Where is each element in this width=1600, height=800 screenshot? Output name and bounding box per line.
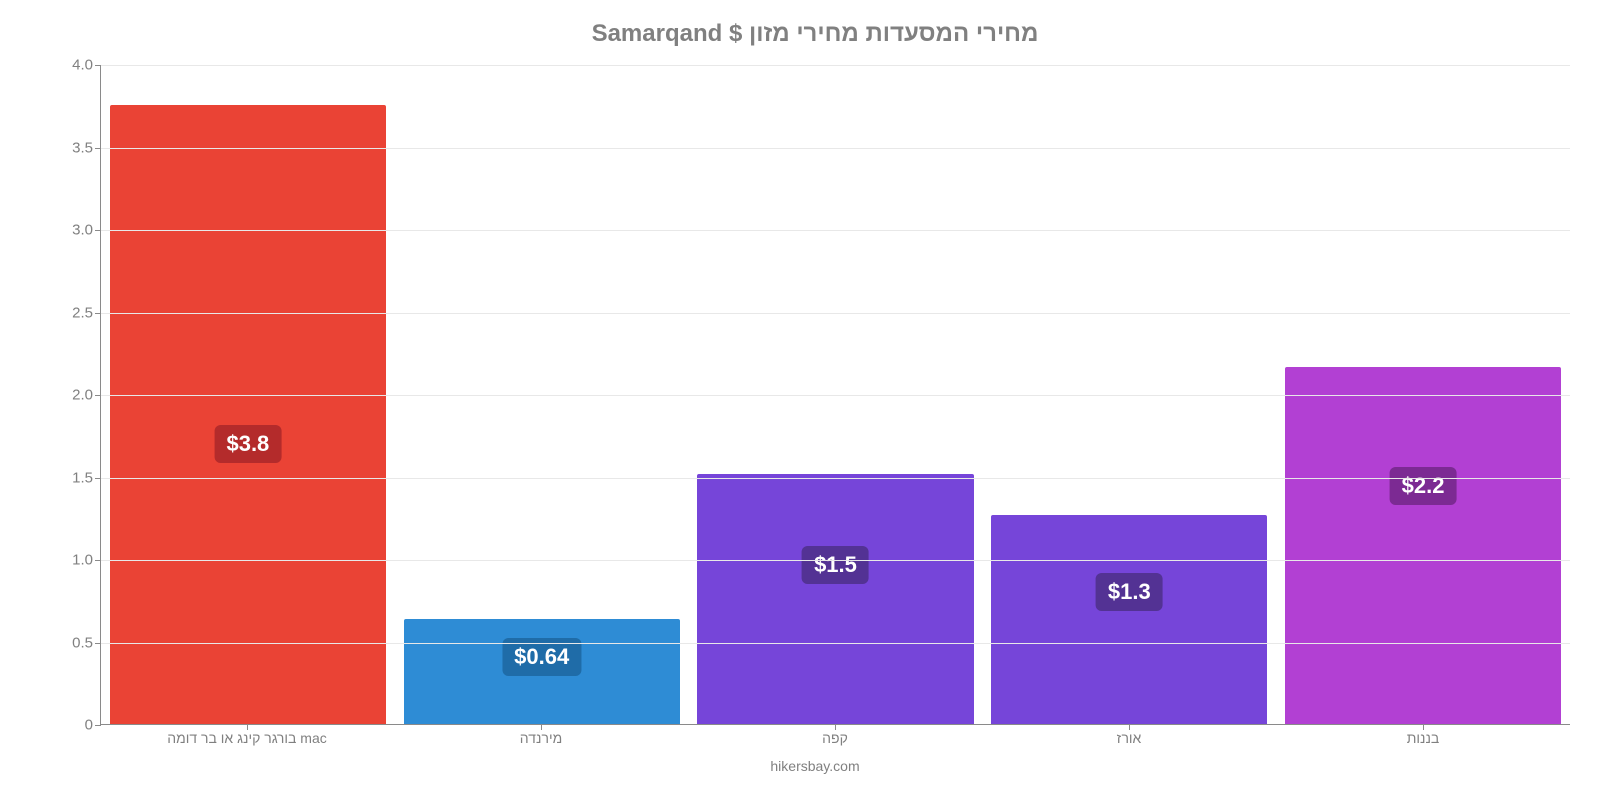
chart-title: Samarqand $ מחירי המסעדות מחירי מזון xyxy=(60,20,1570,48)
bar-value-badge: $3.8 xyxy=(214,425,281,463)
y-tick-mark xyxy=(95,560,101,561)
gridline xyxy=(101,560,1570,561)
y-tick-mark xyxy=(95,478,101,479)
y-tick-label: 0 xyxy=(85,717,93,734)
bar: $1.3 xyxy=(991,515,1267,724)
bar: $3.8 xyxy=(110,105,386,724)
bar: $1.5 xyxy=(697,474,973,724)
bar-value-badge: $1.5 xyxy=(802,546,869,584)
gridline xyxy=(101,230,1570,231)
gridline xyxy=(101,313,1570,314)
y-tick-label: 0.5 xyxy=(72,634,93,651)
y-tick-mark xyxy=(95,313,101,314)
x-axis-label: אורז xyxy=(982,730,1276,746)
y-tick-label: 3.5 xyxy=(72,139,93,156)
x-axis-label: קפה xyxy=(688,730,982,746)
y-tick-label: 1.5 xyxy=(72,469,93,486)
plot-area: $3.8$0.64$1.5$1.3$2.2 00.51.01.52.02.53.… xyxy=(100,65,1570,725)
y-tick-label: 2.0 xyxy=(72,387,93,404)
y-tick-label: 1.0 xyxy=(72,552,93,569)
y-tick-label: 2.5 xyxy=(72,304,93,321)
y-tick-label: 3.0 xyxy=(72,222,93,239)
y-tick-mark xyxy=(95,65,101,66)
bar-value-badge: $0.64 xyxy=(502,638,581,676)
x-axis-label: בננות xyxy=(1276,730,1570,746)
x-axis-label: מירנדה xyxy=(394,730,688,746)
gridline xyxy=(101,395,1570,396)
gridline xyxy=(101,65,1570,66)
x-labels-row: בורגר קינג או בר דומה macמירנדהקפהאורזבנ… xyxy=(100,730,1570,746)
y-tick-mark xyxy=(95,725,101,726)
chart-container: Samarqand $ מחירי המסעדות מחירי מזון $3.… xyxy=(60,20,1570,780)
gridline xyxy=(101,148,1570,149)
gridline xyxy=(101,643,1570,644)
bar-value-badge: $1.3 xyxy=(1096,573,1163,611)
gridline xyxy=(101,478,1570,479)
y-tick-mark xyxy=(95,643,101,644)
y-tick-label: 4.0 xyxy=(72,57,93,74)
chart-caption: hikersbay.com xyxy=(60,758,1570,774)
x-axis-label: בורגר קינג או בר דומה mac xyxy=(100,730,394,746)
bar-value-badge: $2.2 xyxy=(1390,467,1457,505)
bar: $2.2 xyxy=(1285,367,1561,725)
y-tick-mark xyxy=(95,395,101,396)
y-tick-mark xyxy=(95,230,101,231)
bar: $0.64 xyxy=(404,619,680,724)
y-tick-mark xyxy=(95,148,101,149)
